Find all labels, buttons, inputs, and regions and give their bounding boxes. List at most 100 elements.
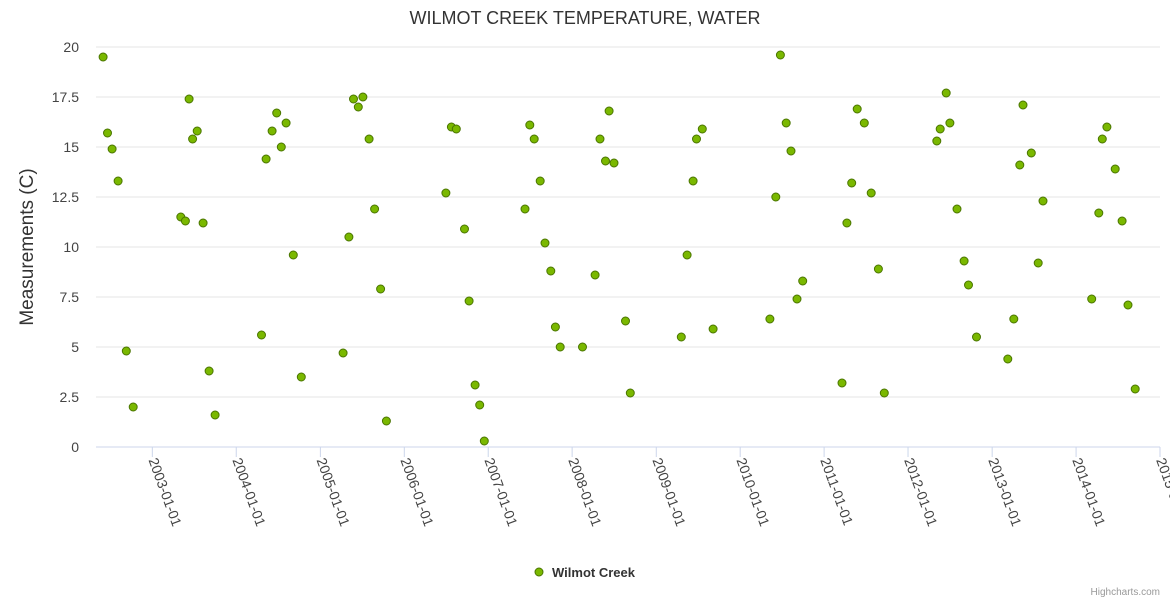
data-point[interactable] <box>676 332 686 342</box>
data-point[interactable] <box>1038 196 1048 206</box>
data-point[interactable] <box>525 120 535 130</box>
data-point[interactable] <box>460 224 469 234</box>
data-point[interactable] <box>1003 354 1013 364</box>
data-point[interactable] <box>370 204 380 214</box>
data-point[interactable] <box>451 124 461 134</box>
credits-link[interactable]: Highcharts.com <box>1091 587 1160 598</box>
data-point[interactable] <box>184 94 194 104</box>
data-point[interactable] <box>272 108 282 118</box>
data-point[interactable] <box>296 372 306 382</box>
data-point[interactable] <box>765 314 775 324</box>
data-point[interactable] <box>786 146 796 156</box>
data-point[interactable] <box>257 330 266 340</box>
data-point[interactable] <box>1094 208 1104 218</box>
data-point[interactable] <box>338 348 348 358</box>
data-point[interactable] <box>852 104 862 114</box>
data-point[interactable] <box>692 134 701 144</box>
data-point[interactable] <box>932 136 942 146</box>
data-point[interactable] <box>604 106 614 116</box>
data-point[interactable] <box>972 332 981 342</box>
data-point[interactable] <box>555 342 565 352</box>
legend-label[interactable]: Wilmot Creek <box>552 565 636 580</box>
data-point[interactable] <box>113 176 123 186</box>
data-point[interactable] <box>344 232 354 242</box>
data-point[interactable] <box>964 280 973 290</box>
data-point[interactable] <box>1110 164 1120 174</box>
data-point[interactable] <box>935 124 945 134</box>
data-point[interactable] <box>98 52 108 62</box>
data-point[interactable] <box>210 410 220 420</box>
data-point[interactable] <box>479 436 489 446</box>
data-point[interactable] <box>353 102 363 112</box>
data-point[interactable] <box>847 178 857 188</box>
data-point[interactable] <box>866 188 876 198</box>
data-point[interactable] <box>1033 258 1043 268</box>
data-point[interactable] <box>708 324 718 334</box>
data-point[interactable] <box>771 192 781 202</box>
data-point[interactable] <box>464 296 474 306</box>
data-point[interactable] <box>621 316 630 326</box>
data-point[interactable] <box>1087 294 1097 304</box>
data-point[interactable] <box>781 118 791 128</box>
data-point[interactable] <box>188 134 198 144</box>
data-point[interactable] <box>192 126 202 136</box>
data-point[interactable] <box>441 188 451 198</box>
data-point[interactable] <box>1015 160 1025 170</box>
data-point[interactable] <box>842 218 852 228</box>
data-point[interactable] <box>625 388 635 398</box>
data-point[interactable] <box>267 126 277 136</box>
data-point[interactable] <box>1026 148 1036 158</box>
data-point[interactable] <box>546 266 556 276</box>
data-point[interactable] <box>945 118 955 128</box>
data-point[interactable] <box>590 270 600 280</box>
data-point[interactable] <box>358 92 368 102</box>
data-point[interactable] <box>837 378 847 388</box>
data-point[interactable] <box>609 158 619 168</box>
legend[interactable]: Wilmot Creek <box>534 565 636 580</box>
data-point[interactable] <box>1117 216 1127 226</box>
data-point[interactable] <box>859 118 869 128</box>
data-point[interactable] <box>349 94 358 104</box>
data-point[interactable] <box>688 176 698 186</box>
data-point[interactable] <box>1123 300 1133 310</box>
data-point[interactable] <box>1018 100 1028 110</box>
data-point[interactable] <box>952 204 962 214</box>
data-point[interactable] <box>535 176 545 186</box>
data-point[interactable] <box>107 144 117 154</box>
data-point[interactable] <box>288 250 298 260</box>
data-point[interactable] <box>578 342 587 352</box>
data-point[interactable] <box>792 294 802 304</box>
data-point[interactable] <box>520 204 530 214</box>
data-point[interactable] <box>682 250 692 260</box>
data-point[interactable] <box>204 366 214 376</box>
data-point[interactable] <box>595 134 605 144</box>
data-point[interactable] <box>697 124 707 134</box>
data-point[interactable] <box>550 322 560 332</box>
data-point[interactable] <box>103 128 112 138</box>
data-point[interactable] <box>529 134 539 144</box>
data-point[interactable] <box>601 156 610 166</box>
data-point[interactable] <box>381 416 391 426</box>
data-point[interactable] <box>276 142 286 152</box>
data-point[interactable] <box>540 238 550 248</box>
data-point[interactable] <box>198 218 208 228</box>
data-point[interactable] <box>376 284 386 294</box>
data-point[interactable] <box>1102 122 1112 132</box>
data-point[interactable] <box>798 276 808 286</box>
data-point[interactable] <box>1097 134 1107 144</box>
data-point[interactable] <box>364 134 374 144</box>
data-point[interactable] <box>941 88 951 98</box>
data-point[interactable] <box>180 216 190 226</box>
data-point[interactable] <box>959 256 969 266</box>
data-point[interactable] <box>128 402 138 412</box>
data-point[interactable] <box>475 400 485 410</box>
data-point[interactable] <box>873 264 883 274</box>
data-point[interactable] <box>1130 384 1140 394</box>
data-point[interactable] <box>261 154 271 164</box>
data-point[interactable] <box>470 380 480 390</box>
data-point[interactable] <box>121 346 131 356</box>
data-point[interactable] <box>1009 314 1019 324</box>
data-point[interactable] <box>879 388 889 398</box>
data-point[interactable] <box>281 118 291 128</box>
data-point[interactable] <box>775 50 785 60</box>
